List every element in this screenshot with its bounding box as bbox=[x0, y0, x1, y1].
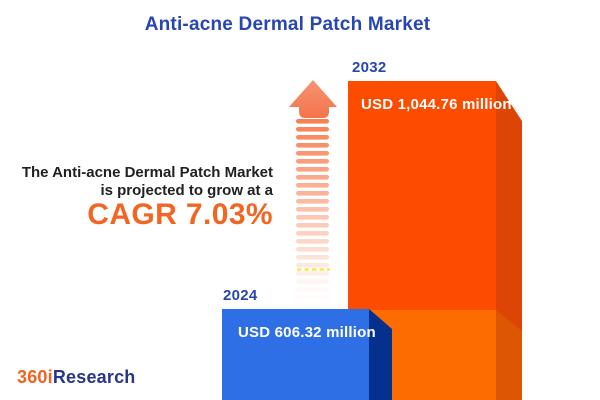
year-label-2024: 2024 bbox=[223, 287, 258, 304]
bar-2032-side-lower bbox=[496, 310, 522, 400]
annotation-line2: is projected to grow at a bbox=[100, 182, 273, 199]
arrow-stripe bbox=[296, 119, 329, 124]
bar-2024 bbox=[222, 309, 392, 400]
annotation-block: The Anti-acne Dermal Patch Market is pro… bbox=[0, 164, 273, 231]
year-label-2032: 2032 bbox=[352, 59, 387, 76]
bar-2024-front bbox=[222, 309, 369, 400]
arrow-stripe bbox=[296, 295, 329, 300]
annotation-line1: The Anti-acne Dermal Patch Market bbox=[21, 164, 273, 181]
arrow-stripe bbox=[296, 167, 329, 172]
arrow-stripe bbox=[296, 127, 329, 132]
arrow-stripe bbox=[296, 183, 329, 188]
arrow-stripe bbox=[296, 263, 329, 268]
arrow-stripe bbox=[296, 247, 329, 252]
bar-2024-side bbox=[369, 309, 392, 400]
arrow-stripe bbox=[296, 207, 329, 212]
arrow-stripe bbox=[296, 135, 329, 140]
arrow-stripe bbox=[296, 279, 329, 284]
arrow-stripe bbox=[296, 159, 329, 164]
bar-value-2032: USD 1,044.76 million bbox=[361, 96, 512, 113]
arrow-stripe bbox=[296, 231, 329, 236]
arrow-stripe bbox=[296, 151, 329, 156]
cagr-value: CAGR 7.03% bbox=[87, 198, 273, 231]
arrow-stripes bbox=[296, 119, 329, 300]
growth-arrow-icon bbox=[289, 80, 337, 300]
bar-value-2024: USD 606.32 million bbox=[238, 324, 376, 341]
arrow-stripe bbox=[296, 191, 329, 196]
arrow-stripe bbox=[296, 271, 329, 276]
brand-logo-360i: 360i bbox=[17, 367, 53, 387]
arrow-stripe bbox=[296, 199, 329, 204]
arrow-head bbox=[289, 80, 337, 118]
arrow-stripe bbox=[296, 143, 329, 148]
arrow-stripe bbox=[296, 255, 329, 260]
arrow-stripe bbox=[296, 175, 329, 180]
brand-logo: 360iResearch bbox=[17, 367, 136, 388]
brand-logo-research: Research bbox=[52, 367, 136, 387]
arrow-stripe bbox=[296, 239, 329, 244]
arrow-stripe bbox=[296, 215, 329, 220]
page-title: Anti-acne Dermal Patch Market bbox=[144, 14, 431, 35]
arrow-stripe bbox=[296, 287, 329, 292]
arrow-stripe bbox=[296, 223, 329, 228]
